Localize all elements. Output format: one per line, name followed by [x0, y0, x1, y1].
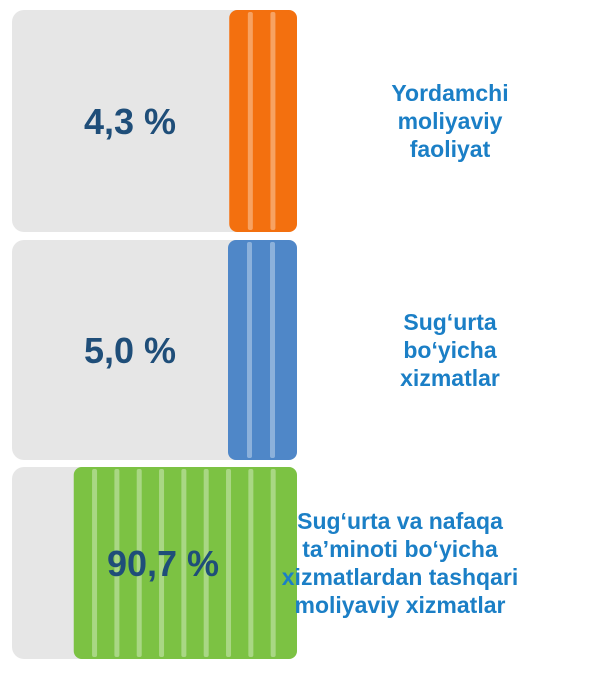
stripe-highlight [203, 469, 209, 657]
category-label: Sug‘urta va nafaqa ta’minoti bo‘yicha xi… [281, 508, 519, 618]
stripe-highlight [270, 12, 276, 230]
block-bg [12, 10, 297, 232]
category-label: Sug‘urta bo‘yicha xizmatlar [400, 309, 500, 391]
stripe-highlight [181, 469, 187, 657]
value-label: 4,3 % [84, 101, 176, 142]
category-label: Yordamchi moliyaviy faoliyat [391, 80, 509, 162]
stripe-highlight [247, 12, 253, 230]
stripe-highlight [136, 469, 142, 657]
stripe-highlight [248, 469, 254, 657]
bar [229, 10, 297, 232]
bar [73, 467, 298, 659]
value-label: 90,7 % [107, 543, 219, 584]
stripe-highlight [247, 242, 252, 458]
stripe-highlight [270, 242, 275, 458]
stripe-highlight [270, 469, 276, 657]
block-bg [12, 240, 297, 460]
value-label: 5,0 % [84, 330, 176, 371]
stripe-highlight [159, 469, 165, 657]
stripe-highlight [226, 469, 232, 657]
bar [228, 240, 297, 460]
stripe-highlight [92, 469, 98, 657]
stripe-highlight [114, 469, 120, 657]
